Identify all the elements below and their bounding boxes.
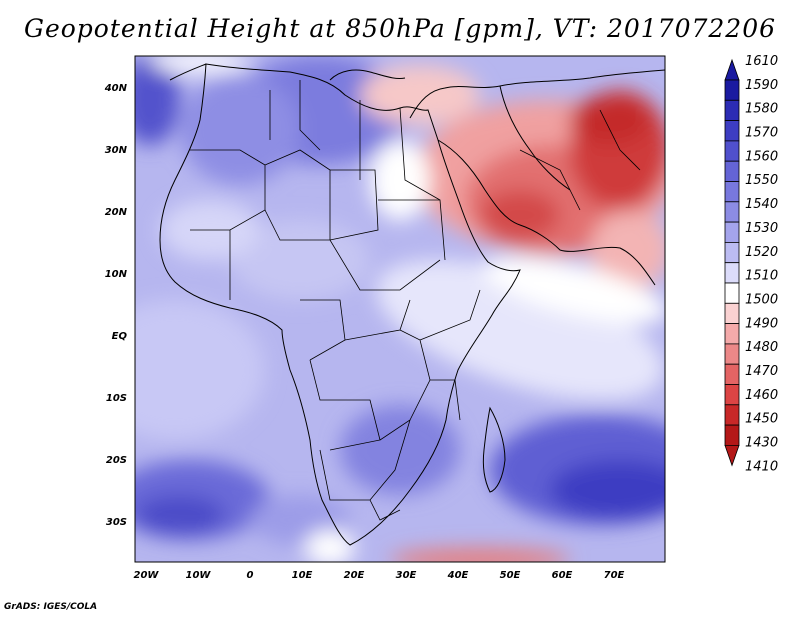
colorbar-label: 1550 xyxy=(745,173,778,188)
colorbar-swatch xyxy=(724,160,740,182)
colorbar-min-arrow xyxy=(724,444,740,467)
colorbar-label: 1430 xyxy=(745,436,778,451)
colorbar-swatch xyxy=(724,363,740,385)
lat-label-10s: 10S xyxy=(106,393,127,404)
colorbar-label: 1480 xyxy=(745,340,778,355)
lat-label-20s: 20S xyxy=(106,455,127,466)
lon-label-0: 0 xyxy=(247,570,254,581)
colorbar-label: 1470 xyxy=(745,364,778,379)
colorbar-swatch xyxy=(724,323,740,345)
colorbar-label: 1490 xyxy=(745,316,778,331)
lon-label-10e: 10E xyxy=(292,570,313,581)
colorbar-swatch xyxy=(724,282,740,304)
colorbar-swatch xyxy=(724,99,740,122)
colorbar-label: 1580 xyxy=(745,102,778,117)
colorbar-label: 1590 xyxy=(745,78,778,93)
colorbar-swatch xyxy=(724,302,740,324)
colorbar-label: 1520 xyxy=(745,245,778,260)
colorbar-swatch xyxy=(724,241,740,264)
latitude-labels: 40N 30N 20N 10N EQ 10S 20S 30S xyxy=(104,83,128,528)
colorbar-swatch xyxy=(724,404,740,426)
colorbar-swatch xyxy=(724,343,740,365)
geopotential-field xyxy=(135,56,665,562)
colorbar-label: 1450 xyxy=(745,412,778,427)
colorbar-swatch xyxy=(724,140,740,162)
lon-label-20e: 20E xyxy=(344,570,365,581)
colorbar-label: 1560 xyxy=(745,149,778,164)
grads-credit: GrADS: IGES/COLA xyxy=(4,602,98,612)
lon-label-20w: 20W xyxy=(134,570,160,581)
lon-label-30e: 30E xyxy=(396,570,417,581)
lat-label-20n: 20N xyxy=(105,207,128,218)
colorbar-swatch xyxy=(724,181,740,203)
colorbar-label: 1410 xyxy=(745,459,778,474)
lat-label-10n: 10N xyxy=(105,269,128,280)
colorbar-label: 1500 xyxy=(745,292,778,307)
colorbar-swatch xyxy=(724,120,740,142)
colorbar-label: 1570 xyxy=(745,126,778,141)
lat-label-30s: 30S xyxy=(106,517,127,528)
lon-label-50e: 50E xyxy=(500,570,521,581)
colorbar-swatch xyxy=(724,424,740,446)
lat-label-eq: EQ xyxy=(112,331,128,342)
colorbar-label: 1540 xyxy=(745,197,778,212)
map-frame xyxy=(134,55,666,563)
colorbar-label: 1530 xyxy=(745,221,778,236)
colorbar-label: 1610 xyxy=(745,54,778,69)
longitude-labels: 20W 10W 0 10E 20E 30E 40E 50E 60E 70E xyxy=(134,570,625,581)
colorbar-swatch xyxy=(724,201,740,223)
lon-label-40e: 40E xyxy=(447,570,469,581)
coastlines xyxy=(159,63,666,546)
colorbar: 1610 1590 1580 1570 1560 1550 1540 1530 1520 1510… xyxy=(724,54,778,474)
colorbar-label: 1510 xyxy=(745,269,778,284)
colorbar-swatch xyxy=(724,221,740,243)
colorbar-max-arrow xyxy=(724,58,740,81)
lon-label-60e: 60E xyxy=(552,570,573,581)
colorbar-swatch xyxy=(724,384,740,406)
colorbar-swatch xyxy=(724,79,740,101)
figure-title: Geopotential Height at 850hPa [gpm], VT:… xyxy=(23,14,777,43)
colorbar-label: 1460 xyxy=(745,388,778,403)
country-borders xyxy=(190,80,641,521)
lon-label-10w: 10W xyxy=(186,570,212,581)
lon-label-70e: 70E xyxy=(604,570,625,581)
lat-label-40n: 40N xyxy=(104,83,128,94)
colorbar-swatch xyxy=(724,262,740,284)
lat-label-30n: 30N xyxy=(105,145,128,156)
